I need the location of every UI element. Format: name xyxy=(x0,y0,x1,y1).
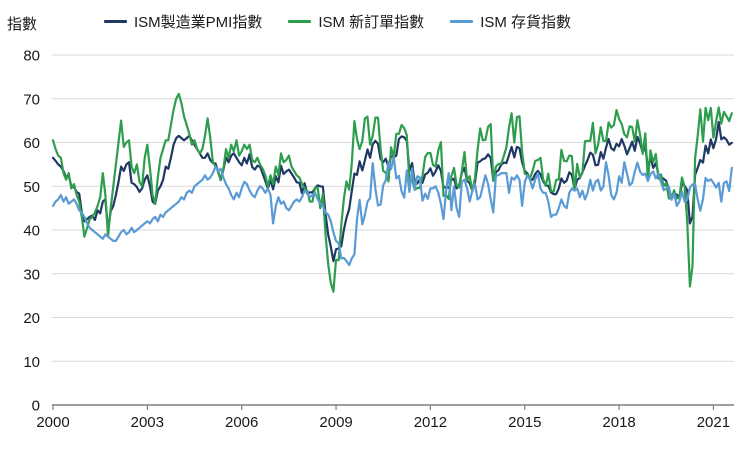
svg-text:20: 20 xyxy=(23,310,40,327)
svg-text:2003: 2003 xyxy=(131,414,164,431)
svg-text:2000: 2000 xyxy=(36,414,69,431)
svg-text:10: 10 xyxy=(23,354,40,371)
legend-label-new-orders: ISM 新訂單指數 xyxy=(318,14,425,31)
pmi-line-marker xyxy=(104,20,127,23)
y-axis-title: 指數 xyxy=(7,16,38,33)
new-orders-line-marker xyxy=(288,20,312,23)
legend-label-inventory: ISM 存貨指數 xyxy=(480,14,572,31)
svg-text:30: 30 xyxy=(23,266,40,283)
legend-item-new-orders: ISM 新訂單指數 xyxy=(288,11,424,32)
svg-text:2015: 2015 xyxy=(508,414,541,431)
inventory-line-marker xyxy=(450,20,474,23)
svg-text:40: 40 xyxy=(23,223,40,240)
svg-text:60: 60 xyxy=(23,135,40,152)
svg-text:2012: 2012 xyxy=(414,414,447,431)
svg-text:0: 0 xyxy=(32,398,40,415)
legend-item-inventory: ISM 存貨指數 xyxy=(450,11,571,32)
chart-legend: ISM製造業PMI指數 ISM 新訂單指數 ISM 存貨指數 xyxy=(104,11,571,32)
svg-text:80: 80 xyxy=(23,48,40,65)
svg-text:50: 50 xyxy=(23,179,40,196)
svg-text:2006: 2006 xyxy=(225,414,258,431)
legend-label-pmi: ISM製造業PMI指數 xyxy=(134,14,263,31)
svg-text:2009: 2009 xyxy=(319,414,352,431)
svg-text:2021: 2021 xyxy=(697,414,730,431)
svg-text:2018: 2018 xyxy=(602,414,635,431)
legend-item-pmi: ISM製造業PMI指數 xyxy=(104,11,262,32)
svg-text:70: 70 xyxy=(23,91,40,108)
